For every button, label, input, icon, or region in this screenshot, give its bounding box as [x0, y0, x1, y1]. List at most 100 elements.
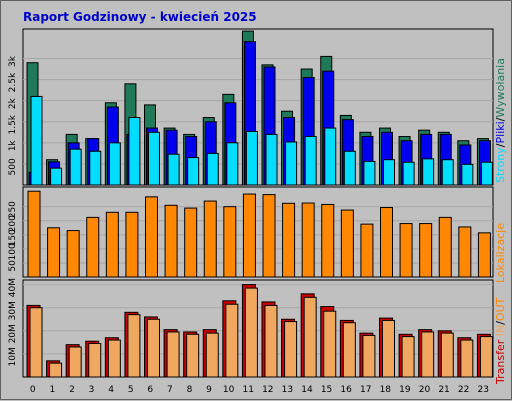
plot-area	[22, 279, 494, 378]
pages-bar	[187, 157, 200, 186]
transfer-in-bar	[49, 362, 63, 378]
visits-bar	[242, 193, 256, 278]
visits-bar	[105, 211, 119, 278]
y-tick-label: 500	[8, 158, 18, 175]
pages-bar	[206, 152, 219, 186]
pages-bar	[402, 161, 415, 186]
transfer-in-bar	[68, 346, 82, 378]
x-tick-label: 13	[282, 385, 293, 395]
y-tick-label: 100	[8, 243, 18, 260]
x-tick-label: 16	[340, 385, 352, 395]
visits-bar	[262, 194, 276, 278]
x-tick-label: 20	[419, 385, 431, 395]
transfer-in-bar	[186, 333, 200, 378]
pages-bar	[265, 133, 278, 186]
x-tick-label: 7	[167, 385, 173, 395]
visits-bar	[360, 223, 374, 278]
x-tick-label: 23	[477, 385, 488, 395]
y-tick-label: 2k	[8, 97, 18, 109]
transfer-in-bar	[264, 304, 278, 378]
visits-bar	[66, 230, 80, 278]
x-tick-label: 1	[50, 385, 56, 395]
x-tick-label: 8	[187, 385, 193, 395]
y-tick-label: 200	[8, 215, 18, 232]
visits-bar	[458, 226, 472, 278]
visits-bar	[203, 200, 217, 278]
transfer-in-bar	[342, 322, 356, 378]
transfer-in-bar	[421, 331, 435, 378]
plot-area	[22, 186, 494, 278]
visits-bar	[184, 207, 198, 278]
x-tick-label: 19	[399, 385, 411, 395]
x-tick-label: 9	[206, 385, 212, 395]
transfer-panel: 10M 20M 30M 40M	[8, 278, 494, 378]
plot-area	[22, 28, 494, 186]
pages-bar	[422, 158, 435, 186]
pages-bar	[89, 150, 102, 186]
bottom-panel-legend: Transfer IN/OUT	[494, 297, 507, 385]
y-tick-label: 40M	[8, 278, 18, 297]
transfer-in-bar	[401, 336, 415, 378]
x-tick-label: 18	[380, 385, 392, 395]
y-tick-label: 10M	[8, 347, 18, 366]
visits-bar	[125, 211, 139, 278]
transfer-in-bar	[460, 339, 474, 378]
pages-bar	[128, 117, 141, 186]
legend-sep-2: /	[494, 117, 507, 121]
transfer-in-bar	[440, 332, 454, 378]
visits-bar	[145, 196, 158, 278]
visits-bar	[477, 232, 491, 278]
visits-bar	[86, 216, 100, 278]
transfer-in-bar	[323, 310, 337, 378]
visits-bar	[223, 206, 237, 278]
pages-bar	[304, 136, 317, 186]
visits-bar	[438, 216, 452, 278]
visits-bar	[282, 202, 296, 278]
y-tick-label: 1.5k	[8, 114, 18, 134]
visits-bar	[399, 223, 413, 278]
transfer-in-bar	[362, 334, 376, 378]
visits-bar	[27, 190, 41, 278]
y-tick-label: 50	[8, 260, 18, 272]
middle-panel-legend: Lokalizacje	[494, 223, 507, 283]
pages-bar	[30, 95, 43, 186]
visits-bar	[380, 207, 393, 278]
y-tick-label: 20M	[8, 324, 18, 343]
pages-bar	[226, 142, 239, 186]
transfer-in-bar	[225, 303, 239, 378]
legend-visits: Lokalizacje	[494, 223, 507, 283]
transfer-in-bar	[166, 331, 180, 378]
x-tick-label: 17	[360, 385, 371, 395]
x-tick-label: 2	[69, 385, 75, 395]
pages-bar	[343, 150, 356, 186]
hits-files-pages-panel: 500 1k 1.5k 2k 2.5k 3k	[8, 28, 494, 186]
x-tick-label: 0	[30, 385, 36, 395]
pages-bar	[441, 159, 454, 186]
x-tick-label: 12	[262, 385, 273, 395]
pages-bar	[363, 160, 376, 186]
y-tick-label: 3k	[8, 55, 18, 67]
y-tick-label: 1k	[8, 140, 18, 152]
transfer-in-bar	[88, 343, 102, 378]
transfer-in-bar	[147, 318, 160, 378]
pages-bar	[461, 163, 474, 186]
x-tick-label: 11	[242, 385, 253, 395]
x-tick-label: 3	[89, 385, 95, 395]
transfer-in-bar	[382, 319, 395, 378]
pages-bar	[167, 153, 180, 186]
pages-bar	[324, 127, 337, 186]
y-tick-label: 150	[8, 229, 18, 246]
x-tick-label: 15	[321, 385, 332, 395]
pages-bar	[69, 148, 82, 186]
transfer-in-bar	[205, 332, 219, 378]
pages-bar	[108, 142, 121, 186]
x-tick-label: 4	[108, 385, 114, 395]
transfer-in-bar	[479, 336, 493, 378]
visits-bar	[301, 202, 315, 278]
legend-pages: Strony	[494, 147, 507, 183]
x-tick-label: 14	[301, 385, 313, 395]
legend-sep: /	[494, 321, 507, 325]
pages-bar	[285, 141, 298, 186]
